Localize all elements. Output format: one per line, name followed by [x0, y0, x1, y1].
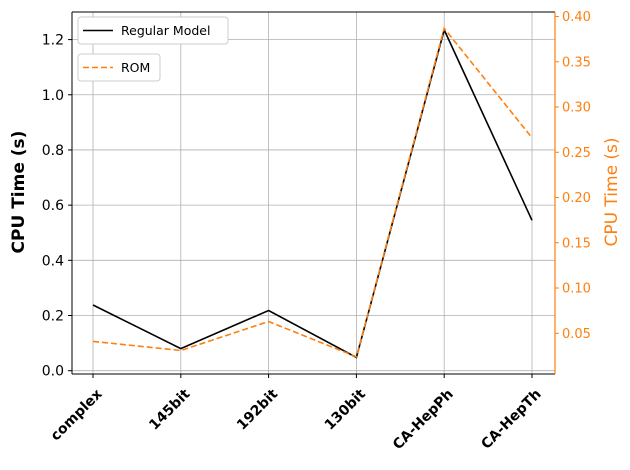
right-y-tick-label: 0.30: [562, 101, 591, 116]
right-y-tick-label: 0.35: [562, 55, 591, 70]
legend-label-regular-model: Regular Model: [121, 23, 210, 38]
series-lines: [92, 26, 533, 359]
x-tick-label: 130bit: [322, 386, 369, 433]
x-tick-label: CA-HepTh: [478, 386, 544, 452]
left-y-tick-label: 0.4: [42, 253, 64, 269]
y-axis-label-left: CPU Time (s): [9, 131, 29, 254]
y-axis-label-right: CPU Time (s): [602, 137, 622, 246]
left-y-tick-label: 0.2: [42, 309, 64, 325]
left-y-tick-label: 1.0: [42, 88, 64, 104]
series-line-rom: [92, 26, 533, 358]
right-y-tick-label: 0.25: [562, 146, 591, 161]
left-y-tick-label: 0.0: [42, 364, 64, 380]
right-y-tick-label: 0.20: [562, 191, 591, 206]
right-y-tick-label: 0.40: [562, 10, 591, 25]
legend-rom: ROM: [77, 53, 161, 82]
x-tick-label: complex: [48, 386, 106, 444]
legend-regular-model: Regular Model: [77, 16, 229, 45]
left-y-axis-ticks: 0.0 0.2 0.4 0.6 0.8 1.0 1.2: [42, 33, 72, 380]
plot-frame: [71, 11, 556, 375]
series-line-regular-model: [92, 27, 533, 359]
left-y-tick-label: 0.6: [42, 198, 64, 214]
right-y-tick-label: 0.15: [562, 236, 591, 251]
x-axis-ticks: complex 145bit 192bit 130bit CA-HepPh CA-HepT…: [48, 374, 545, 453]
left-y-tick-label: 0.8: [42, 143, 64, 159]
x-tick-label: CA-HepPh: [390, 386, 457, 453]
right-y-tick-label: 0.05: [562, 327, 591, 342]
x-tick-label: 192bit: [234, 386, 281, 433]
left-y-tick-label: 1.2: [42, 33, 64, 49]
right-y-axis-ticks: 0.05 0.10 0.15 0.20 0.25 0.30 0.35 0.40: [555, 10, 591, 342]
grid-lines: [72, 12, 555, 374]
right-y-tick-label: 0.10: [562, 282, 591, 297]
legend-label-rom: ROM: [121, 60, 150, 75]
x-tick-label: 145bit: [146, 386, 193, 433]
